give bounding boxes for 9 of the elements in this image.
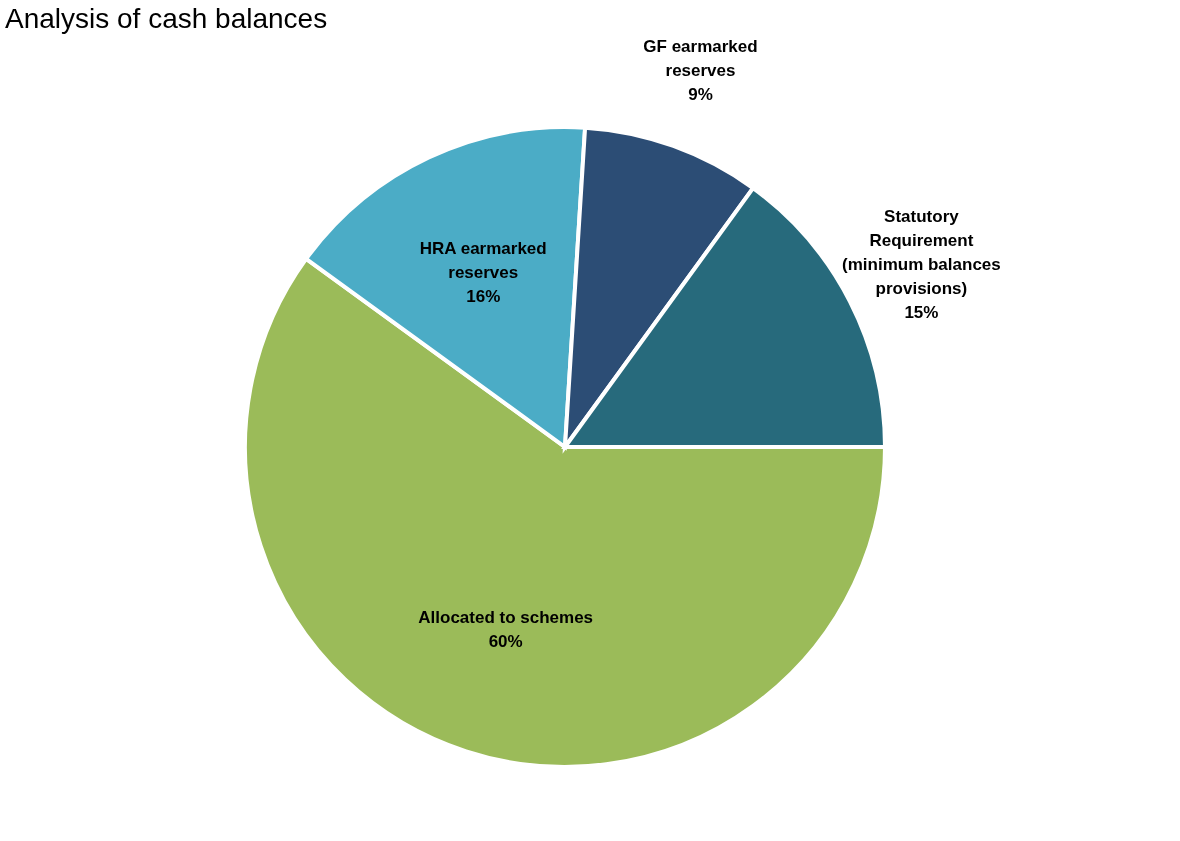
data-label: 60%	[488, 631, 523, 651]
slice-label: HRA earmarked reserves	[419, 239, 547, 283]
data-label: 9%	[688, 84, 713, 104]
slice-label: Allocated to schemes	[418, 607, 594, 627]
chart-title: Analysis of cash balances	[5, 2, 328, 34]
data-label: 16%	[466, 287, 501, 307]
data-label: 15%	[904, 303, 939, 323]
slice-label: Statutory Requirement (minimum balances provisions)	[842, 207, 1001, 299]
slice-label: GF earmarked reserves	[643, 36, 758, 80]
